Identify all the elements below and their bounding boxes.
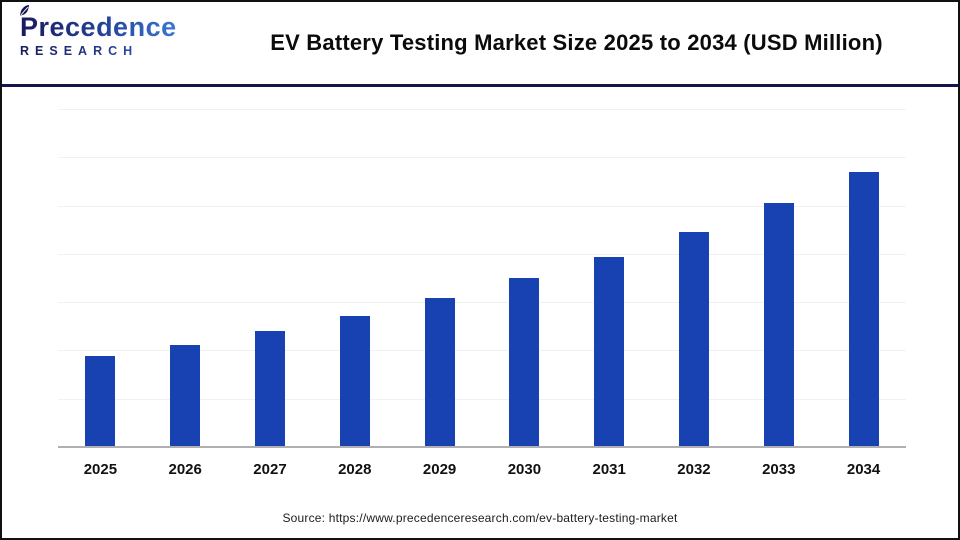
x-label-2034: 2034 [846, 460, 881, 478]
bar-2029 [424, 298, 455, 447]
x-axis-line [58, 446, 906, 448]
x-axis-labels: 2025 2026 2027 2028 2029 2030 2031 2032 2033 2034 [58, 458, 906, 480]
bar-2032 [678, 232, 709, 447]
x-label-2025: 2025 [83, 460, 118, 478]
x-label-2032: 2032 [677, 460, 711, 478]
bar-slot [652, 109, 737, 447]
x-label-slot: 2028 [312, 458, 397, 480]
bar-2025 [85, 356, 116, 447]
bar-2028 [339, 315, 370, 447]
x-label-slot: 2030 [482, 458, 567, 480]
x-label-2026: 2026 [168, 460, 202, 478]
x-label-2031: 2031 [592, 460, 626, 478]
brand-logo: Precedence RESEARCH [20, 4, 210, 58]
bar-2034 [848, 171, 879, 447]
bar-slot [736, 109, 821, 447]
bar-2031 [594, 256, 625, 447]
bar-slot [567, 109, 652, 447]
x-label-slot: 2025 [58, 458, 143, 480]
bar-slot [58, 109, 143, 447]
bar-slot [397, 109, 482, 447]
grid-line [58, 109, 906, 110]
bar-slot [821, 109, 906, 447]
grid-line [58, 157, 906, 159]
bar-slot [482, 109, 567, 447]
brand-subtitle: RESEARCH [20, 44, 210, 58]
grid-line [58, 350, 906, 352]
bar-2027 [254, 331, 285, 447]
plot-area [58, 109, 906, 448]
grid-line [58, 398, 906, 400]
x-label-2028: 2028 [338, 460, 372, 478]
bar-slot [312, 109, 397, 447]
brand-name: Precedence [20, 12, 177, 42]
bar-2030 [509, 278, 540, 447]
chart-title: EV Battery Testing Market Size 2025 to 2… [270, 30, 883, 55]
x-label-2033: 2033 [762, 460, 796, 478]
grid-line [58, 253, 906, 255]
x-label-2030: 2030 [507, 460, 542, 478]
x-label-slot: 2033 [736, 458, 821, 480]
x-label-slot: 2029 [397, 458, 482, 480]
grid-line [58, 302, 906, 304]
x-label-slot: 2031 [567, 458, 652, 480]
leaf-icon [17, 3, 37, 23]
x-label-slot: 2034 [821, 458, 906, 480]
bar-2026 [170, 344, 201, 447]
x-label-2027: 2027 [253, 460, 287, 478]
bar-slot [228, 109, 313, 447]
x-label-slot: 2027 [228, 458, 313, 480]
bar-2033 [763, 203, 794, 447]
x-label-2029: 2029 [422, 460, 457, 478]
header: Precedence RESEARCH EV Battery Testing M… [2, 2, 958, 87]
title-container: EV Battery Testing Market Size 2025 to 2… [207, 2, 946, 84]
x-label-slot: 2032 [652, 458, 737, 480]
bar-slot [143, 109, 228, 447]
grid-line [58, 205, 906, 207]
x-label-slot: 2026 [143, 458, 228, 480]
source-text: Source: https://www.precedenceresearch.c… [282, 511, 678, 525]
bars-layer [58, 109, 906, 447]
